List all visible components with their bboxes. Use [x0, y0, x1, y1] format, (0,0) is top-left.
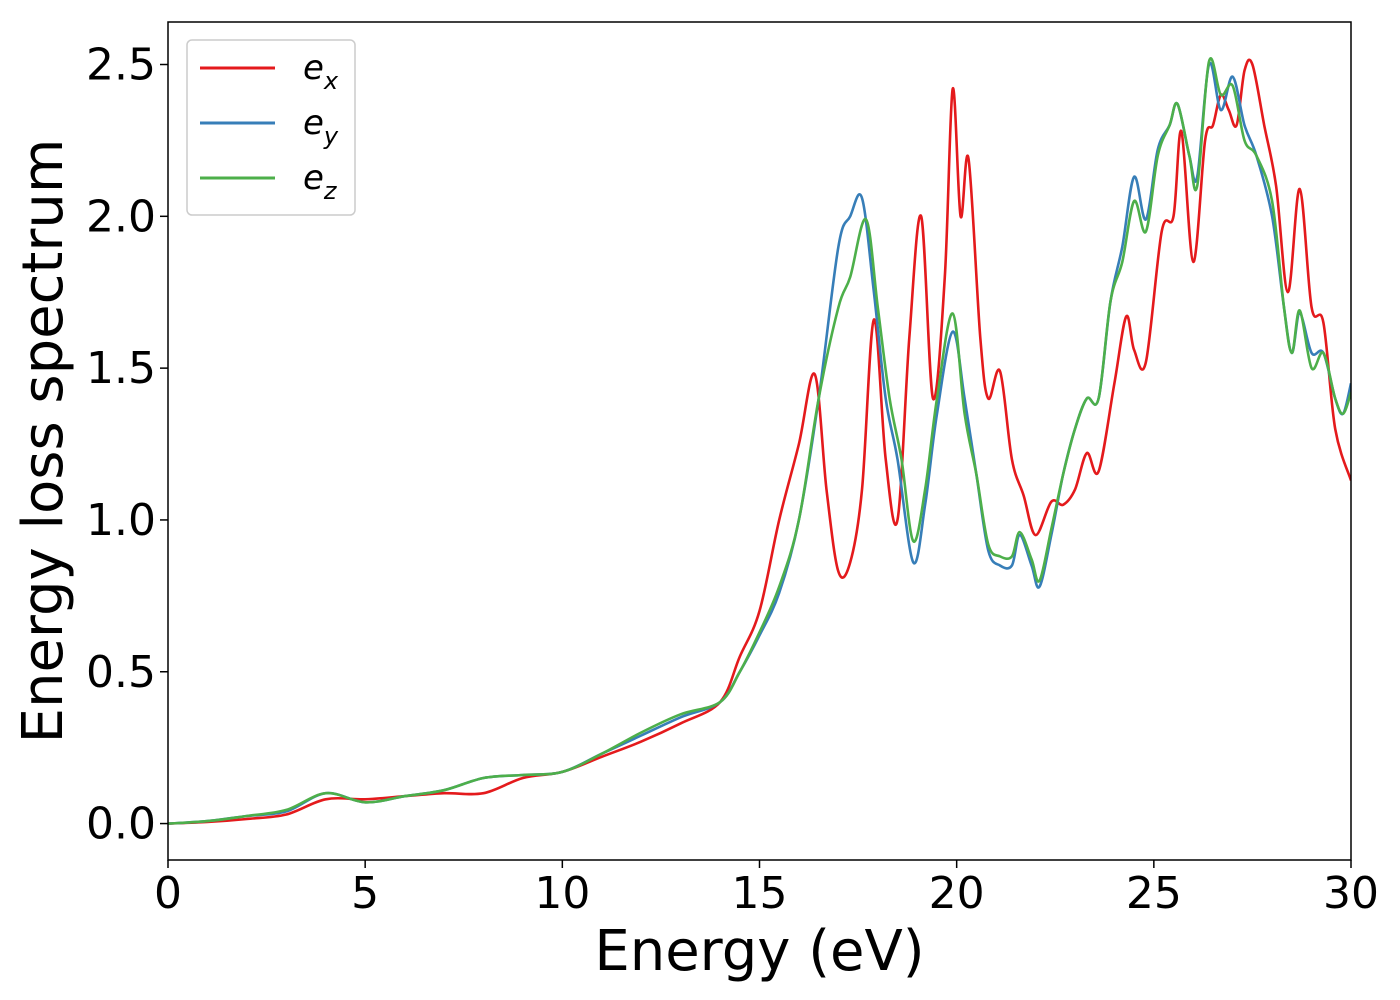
y-tick-label: 0.5 — [86, 647, 156, 698]
y-tick-label: 2.5 — [86, 40, 156, 91]
legend-label-y: ey — [303, 103, 339, 150]
x-tick-label: 15 — [732, 868, 788, 919]
plot-lines — [168, 57, 1351, 825]
legend-label-x: ex — [303, 48, 339, 95]
y-tick-label: 0.0 — [86, 799, 156, 850]
x-axis-title: Energy (eV) — [594, 919, 924, 984]
y-tick-label: 1.0 — [86, 495, 156, 546]
x-tick-label: 20 — [929, 868, 985, 919]
series-line-z — [168, 57, 1351, 825]
x-tick-label: 10 — [534, 868, 590, 919]
y-tick-label: 1.5 — [86, 343, 156, 394]
x-tick-label: 25 — [1126, 868, 1182, 919]
y-tick-label: 2.0 — [86, 191, 156, 242]
legend-box — [186, 39, 356, 216]
legend-label-z: ez — [303, 158, 338, 205]
y-axis-ticks: 0.0 0.5 1.0 1.5 2.0 2.5 — [86, 40, 168, 850]
y-axis-title: Energy loss spectrum — [11, 139, 76, 744]
x-tick-label: 0 — [154, 868, 182, 919]
x-tick-label: 5 — [351, 868, 379, 919]
x-tick-label: 30 — [1323, 868, 1379, 919]
legend: ex ey ez — [186, 39, 356, 216]
x-axis-ticks: 0 5 10 15 20 25 30 — [154, 860, 1379, 919]
